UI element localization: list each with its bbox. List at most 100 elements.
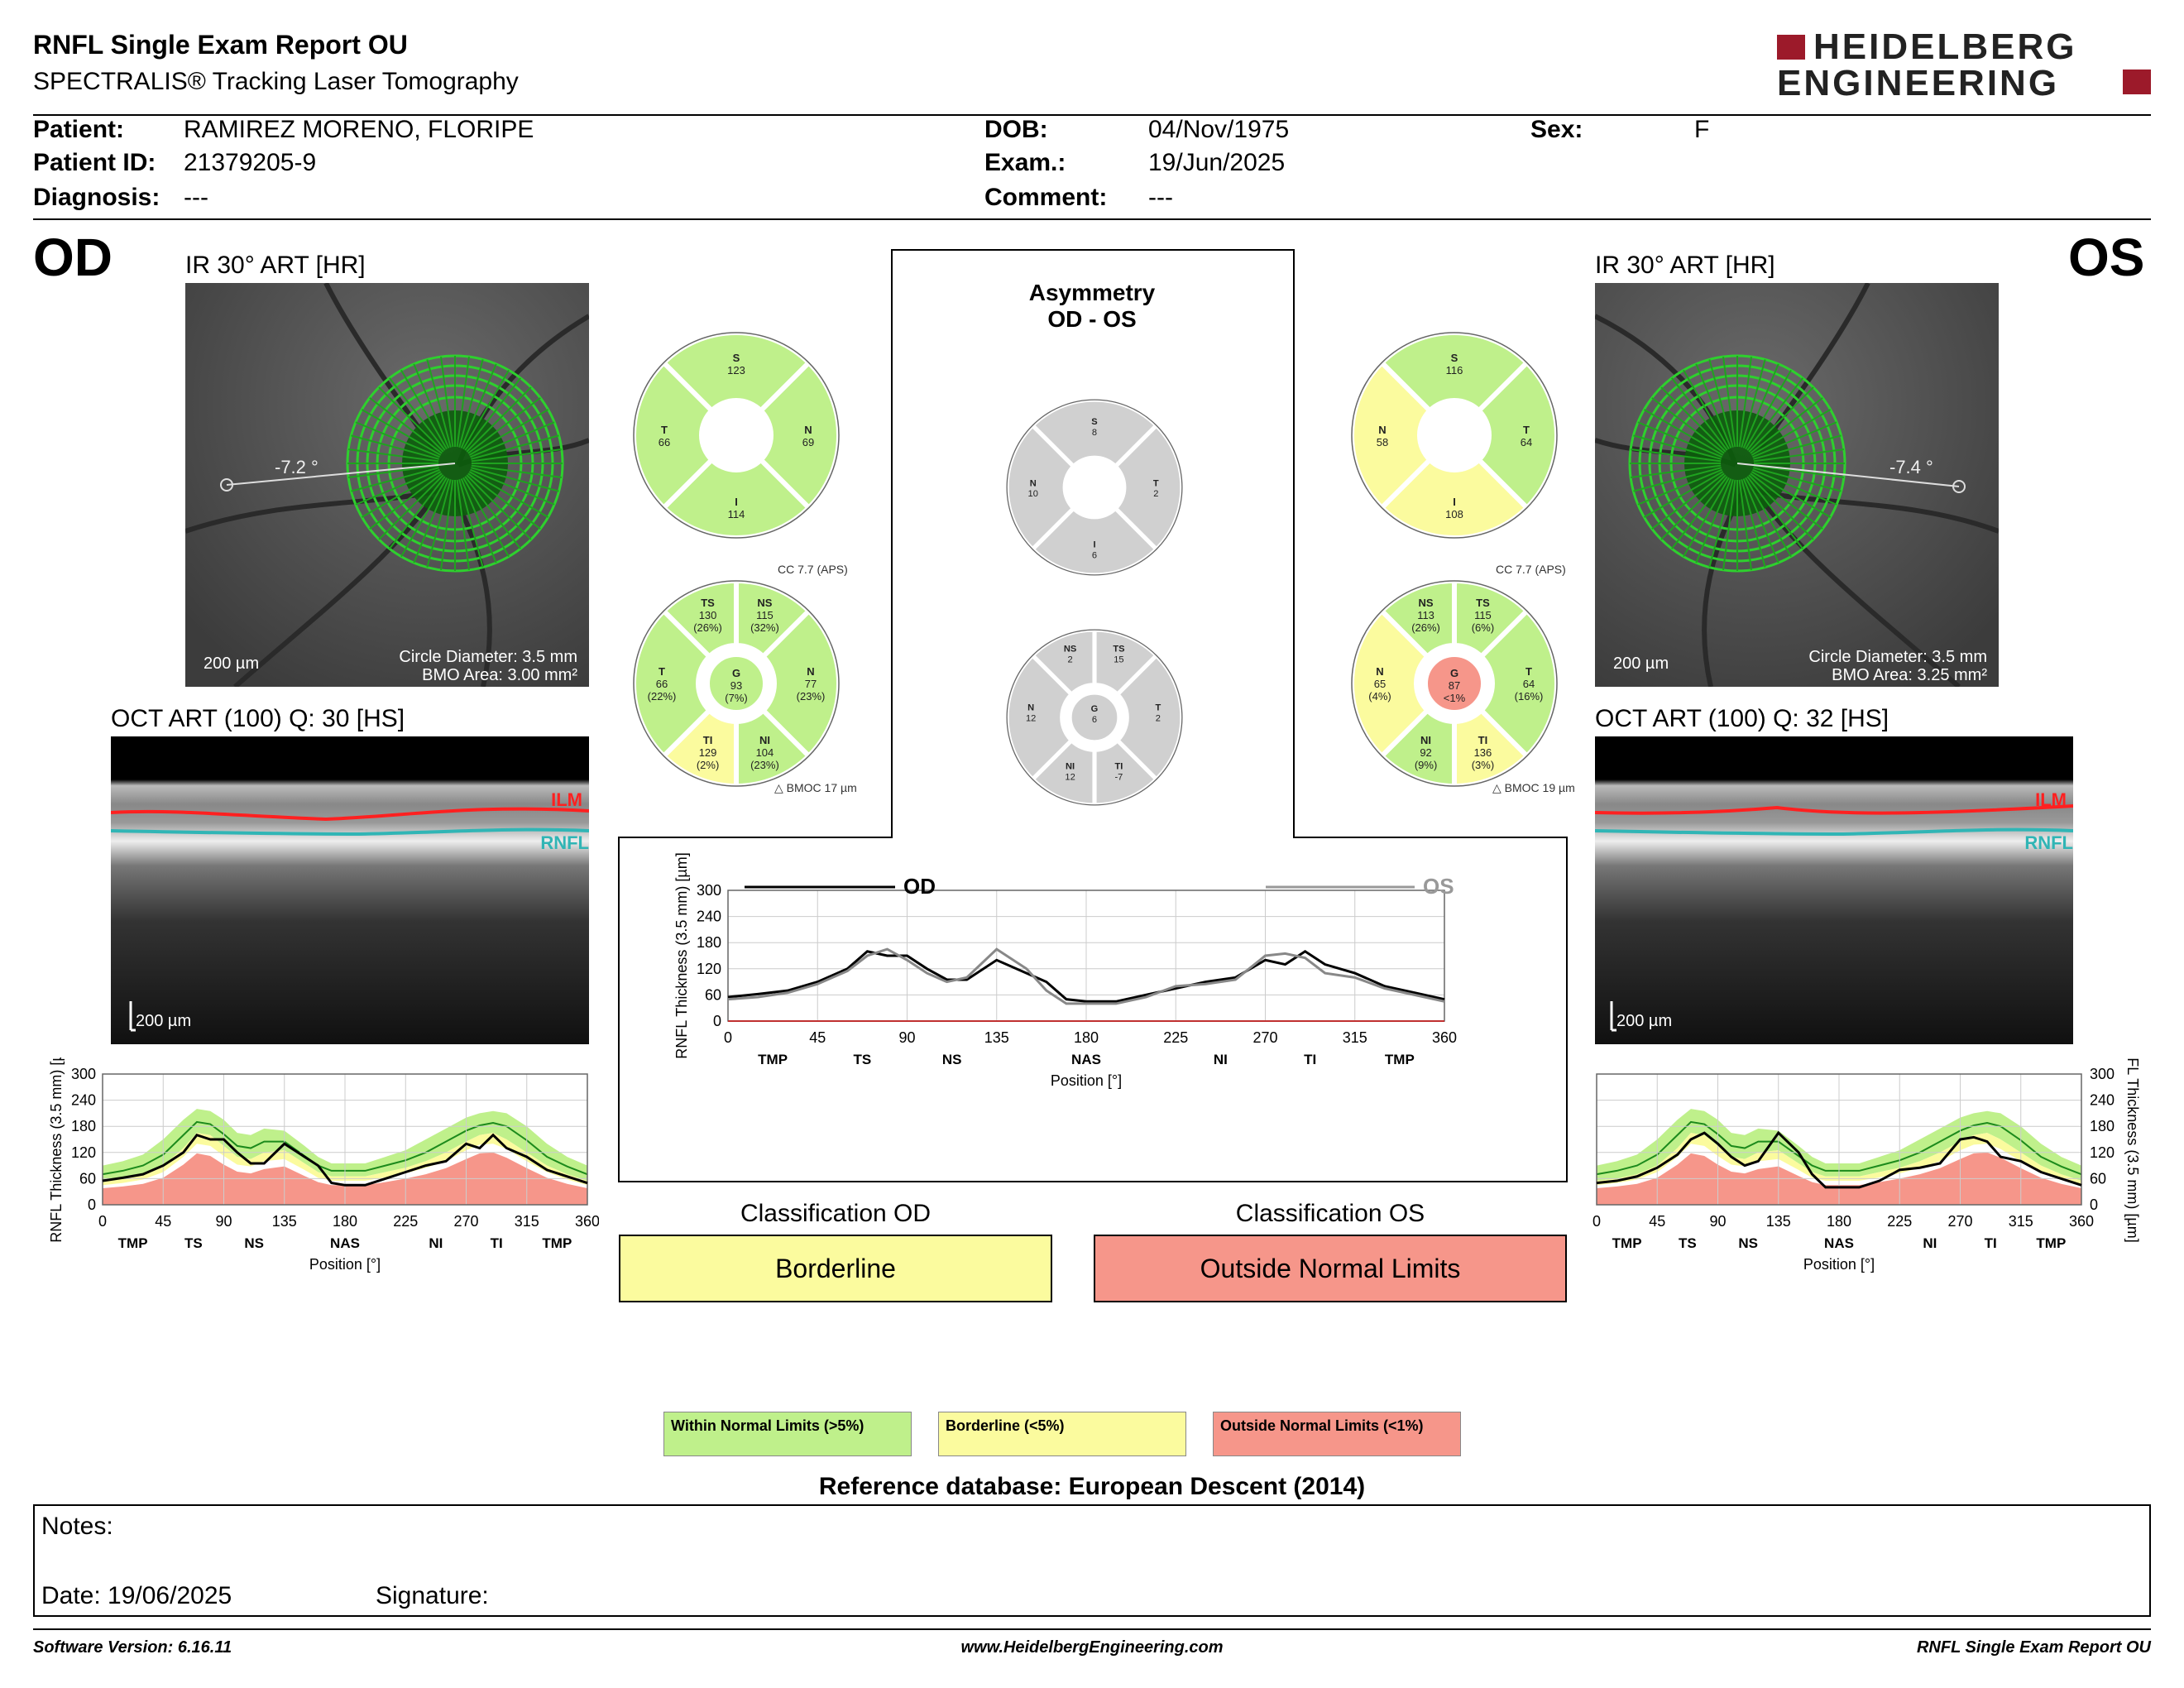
scan-spoke	[361, 471, 442, 518]
svg-text:RNFL: RNFL	[540, 832, 589, 853]
scan-spoke	[467, 472, 541, 530]
scan-spoke	[1630, 448, 1722, 463]
diagnosis-label: Diagnosis:	[33, 184, 160, 211]
quadrant-label-t: T 64	[1521, 424, 1532, 448]
sector-axis-label: NI	[1923, 1235, 1937, 1251]
svg-text:Circle Diameter: 3.5 mm: Circle Diameter: 3.5 mm	[1808, 648, 1987, 666]
sector-label-ts: TS 15	[1113, 644, 1124, 664]
scan-spoke	[347, 448, 439, 463]
os-cc: CC 7.7 (APS)	[1496, 563, 1566, 576]
asymmetry-quadrant-chart: S 8 T 2 I 6 N 10	[1004, 397, 1185, 578]
sector-axis-label: TMP	[542, 1235, 572, 1251]
scan-spoke	[1637, 421, 1722, 458]
scan-spoke	[467, 397, 541, 454]
od-oct-title: OCT ART (100) Q: 30 [HS]	[111, 705, 405, 732]
y-tick-label: 60	[705, 986, 721, 1003]
y-tick-label: 240	[71, 1092, 96, 1109]
comment-label: Comment:	[984, 184, 1108, 211]
website-link[interactable]: www.HeidelbergEngineering.com	[960, 1638, 1224, 1657]
x-tick-label: 225	[1163, 1029, 1188, 1046]
sector-axis-label: NS	[942, 1052, 962, 1067]
classification-os-badge: Outside Normal Limits	[1094, 1235, 1567, 1302]
y-axis-title: RNFL Thickness (3.5 mm) [µm]	[673, 852, 690, 1058]
legend-outside-normal: Outside Normal Limits (<1%)	[1213, 1412, 1461, 1456]
scan-spoke	[471, 448, 563, 463]
scan-spoke	[1671, 377, 1728, 451]
os-quadrant-chart: S 116 T 64 I 108 N 58	[1349, 330, 1559, 540]
sector-axis-label: TI	[1985, 1235, 1997, 1251]
y-tick-label: 60	[79, 1170, 96, 1187]
sector-outline	[1351, 580, 1558, 787]
svg-text:Circle Diameter: 3.5 mm: Circle Diameter: 3.5 mm	[399, 648, 577, 666]
x-tick-label: 90	[1709, 1213, 1726, 1230]
scan-spoke	[1751, 471, 1832, 518]
scan-spoke	[355, 421, 440, 458]
scan-spoke	[1746, 377, 1803, 451]
scan-spoke	[413, 363, 450, 448]
exam-label: Exam.:	[984, 149, 1066, 176]
x-tick-label: 315	[1343, 1029, 1367, 1046]
scan-spoke	[1695, 363, 1732, 448]
scan-spoke	[1671, 476, 1728, 549]
y-tick-label: 180	[71, 1118, 96, 1134]
scan-spoke	[440, 479, 454, 571]
x-tick-label: 90	[898, 1029, 915, 1046]
sector-label-ts: TS 115 (6%)	[1472, 597, 1494, 634]
svg-text:RNFL: RNFL	[2024, 832, 2073, 853]
heidelberg-logo: HEIDELBERG ENGINEERING	[1777, 26, 2153, 103]
sector-axis-label: TMP	[758, 1052, 788, 1067]
patient-label: Patient:	[33, 116, 125, 143]
sector-axis-label: NS	[1738, 1235, 1758, 1251]
patient-id-label: Patient ID:	[33, 149, 156, 176]
scan-spoke	[458, 359, 484, 448]
y-tick-label: 300	[2090, 1066, 2115, 1082]
svg-text:200 µm: 200 µm	[1616, 1012, 1672, 1030]
scan-spoke	[1753, 464, 1845, 478]
scan-spoke	[355, 468, 440, 506]
scan-spoke	[1695, 478, 1732, 563]
sector-axis-label: NI	[429, 1235, 443, 1251]
od-os-thickness-chart: 0 45 90 135 180 225 270 315 360 0 60 120 180 240 300 TM…	[673, 852, 1457, 1089]
classification-os-title: Classification OS	[1235, 1200, 1425, 1227]
svg-text:200 µm: 200 µm	[1613, 655, 1669, 673]
sector-label-t: T 66 (22%)	[648, 665, 677, 703]
scan-spoke	[1746, 476, 1803, 549]
scan-spoke	[470, 468, 555, 506]
sector-axis-label: TMP	[1612, 1235, 1642, 1251]
sector-label-ns: NS 115 (32%)	[750, 597, 779, 634]
y-axis-title: RNFL Thickness (3.5 mm) [µm]	[48, 1057, 65, 1243]
footer-report-name: RNFL Single Exam Report OU	[1916, 1638, 2151, 1657]
x-tick-label: 180	[1074, 1029, 1099, 1046]
x-tick-label: 45	[1649, 1213, 1665, 1230]
quadrant-outline	[633, 332, 840, 539]
y-tick-label: 60	[2090, 1170, 2106, 1187]
series-line-od	[102, 1133, 588, 1187]
dob-value: 04/Nov/1975	[1148, 116, 1290, 143]
scan-spoke	[460, 363, 497, 448]
x-tick-label: 135	[1766, 1213, 1791, 1230]
scan-spoke	[1633, 467, 1722, 492]
quadrant-label-i: I 114	[728, 496, 745, 520]
quadrant-label-t: T 66	[659, 424, 670, 448]
scan-spoke	[389, 476, 446, 549]
dob-label: DOB:	[984, 116, 1048, 143]
scan-spoke	[466, 386, 532, 453]
scan-spoke	[1722, 479, 1736, 571]
od-quadrant-chart: S 123 N 69 I 114 T 66	[631, 330, 841, 540]
scan-spoke	[1683, 477, 1730, 558]
scan-spoke	[378, 474, 444, 540]
scan-spoke	[347, 464, 439, 478]
eye-label-os: OS	[2068, 228, 2145, 287]
scan-spoke	[1748, 474, 1814, 540]
svg-text:ILM: ILM	[2035, 789, 2067, 810]
x-tick-label: 180	[333, 1213, 357, 1230]
os-sector-chart: NS 113 (26%) TS 115 (6%) T 64 (16%) TI 136 (3%) NI 92…	[1349, 578, 1559, 789]
x-tick-label: 135	[984, 1029, 1009, 1046]
quadrant-label-n: N 58	[1377, 424, 1388, 448]
od-bmoc: △ BMOC 17 µm	[774, 781, 857, 794]
patient-name: RAMIREZ MORENO, FLORIPE	[184, 116, 534, 143]
x-tick-label: 360	[1432, 1029, 1457, 1046]
reference-database: Reference database: European Descent (20…	[818, 1473, 1366, 1500]
